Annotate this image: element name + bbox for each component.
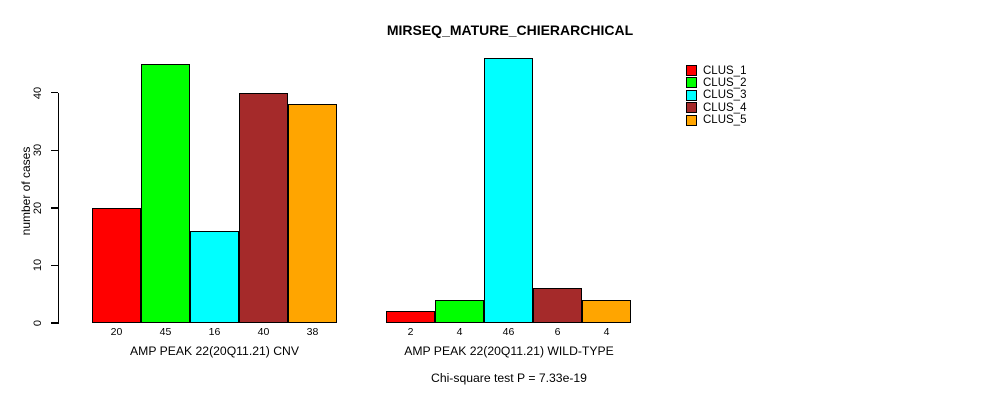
legend-label-clus_5: CLUS_5 (703, 114, 747, 127)
y-tick-label: 40 (32, 86, 44, 99)
x-axis-label-cnv: AMP PEAK 22(20Q11.21) CNV (130, 344, 299, 358)
y-tick-mark (51, 149, 58, 152)
chi-square-annotation: Chi-square test P = 7.33e-19 (431, 371, 587, 385)
y-tick-label: 0 (32, 319, 44, 327)
bar-clus_4 (239, 93, 288, 323)
legend-label-clus_3: CLUS_3 (703, 89, 747, 102)
y-tick-label: 30 (32, 144, 44, 157)
bar-value-label: 40 (257, 326, 270, 338)
y-tick-mark (51, 207, 58, 209)
legend-swatch-clus_4 (686, 102, 697, 114)
bar-value-label: 2 (407, 326, 414, 338)
legend-label-clus_2: CLUS_2 (703, 76, 747, 89)
y-tick-label: 20 (32, 201, 44, 215)
bar-value-label: 4 (456, 326, 463, 338)
chart-title: MIRSEQ_MATURE_CHIERARCHICAL (386, 22, 634, 38)
y-tick-label: 10 (32, 259, 44, 272)
bar-value-label: 38 (306, 326, 319, 338)
x-axis-label-wildtype: AMP PEAK 22(20Q11.21) WILD-TYPE (404, 344, 614, 358)
legend-label-clus_1: CLUS_1 (703, 64, 747, 77)
bar-value-label: 6 (554, 326, 561, 338)
legend-swatch-clus_1 (686, 65, 697, 76)
y-tick-mark (51, 264, 58, 267)
y-axis-label: number of cases (19, 146, 33, 236)
bar-value-label: 46 (502, 326, 515, 338)
legend-swatch-clus_2 (686, 77, 697, 89)
bar-clus_5 (582, 300, 631, 323)
bar-clus_1 (386, 311, 435, 323)
bar-value-label: 20 (110, 326, 123, 338)
y-tick-mark (51, 92, 58, 94)
bar-clus_1 (92, 208, 141, 323)
bar-value-label: 16 (208, 326, 221, 338)
bar-clus_3 (190, 231, 239, 323)
bar-clus_4 (533, 288, 582, 323)
legend-label-clus_4: CLUS_4 (703, 101, 747, 114)
bar-value-label: 45 (159, 326, 172, 338)
legend-swatch-clus_5 (686, 114, 697, 126)
bar-clus_2 (141, 64, 190, 323)
legend-swatch-clus_3 (686, 89, 697, 101)
bar-clus_2 (435, 300, 484, 323)
bar-clus_3 (484, 58, 533, 323)
bar-clus_5 (288, 104, 337, 323)
y-axis-line (57, 93, 59, 324)
y-tick-mark (51, 322, 58, 324)
bar-value-label: 4 (603, 326, 610, 338)
